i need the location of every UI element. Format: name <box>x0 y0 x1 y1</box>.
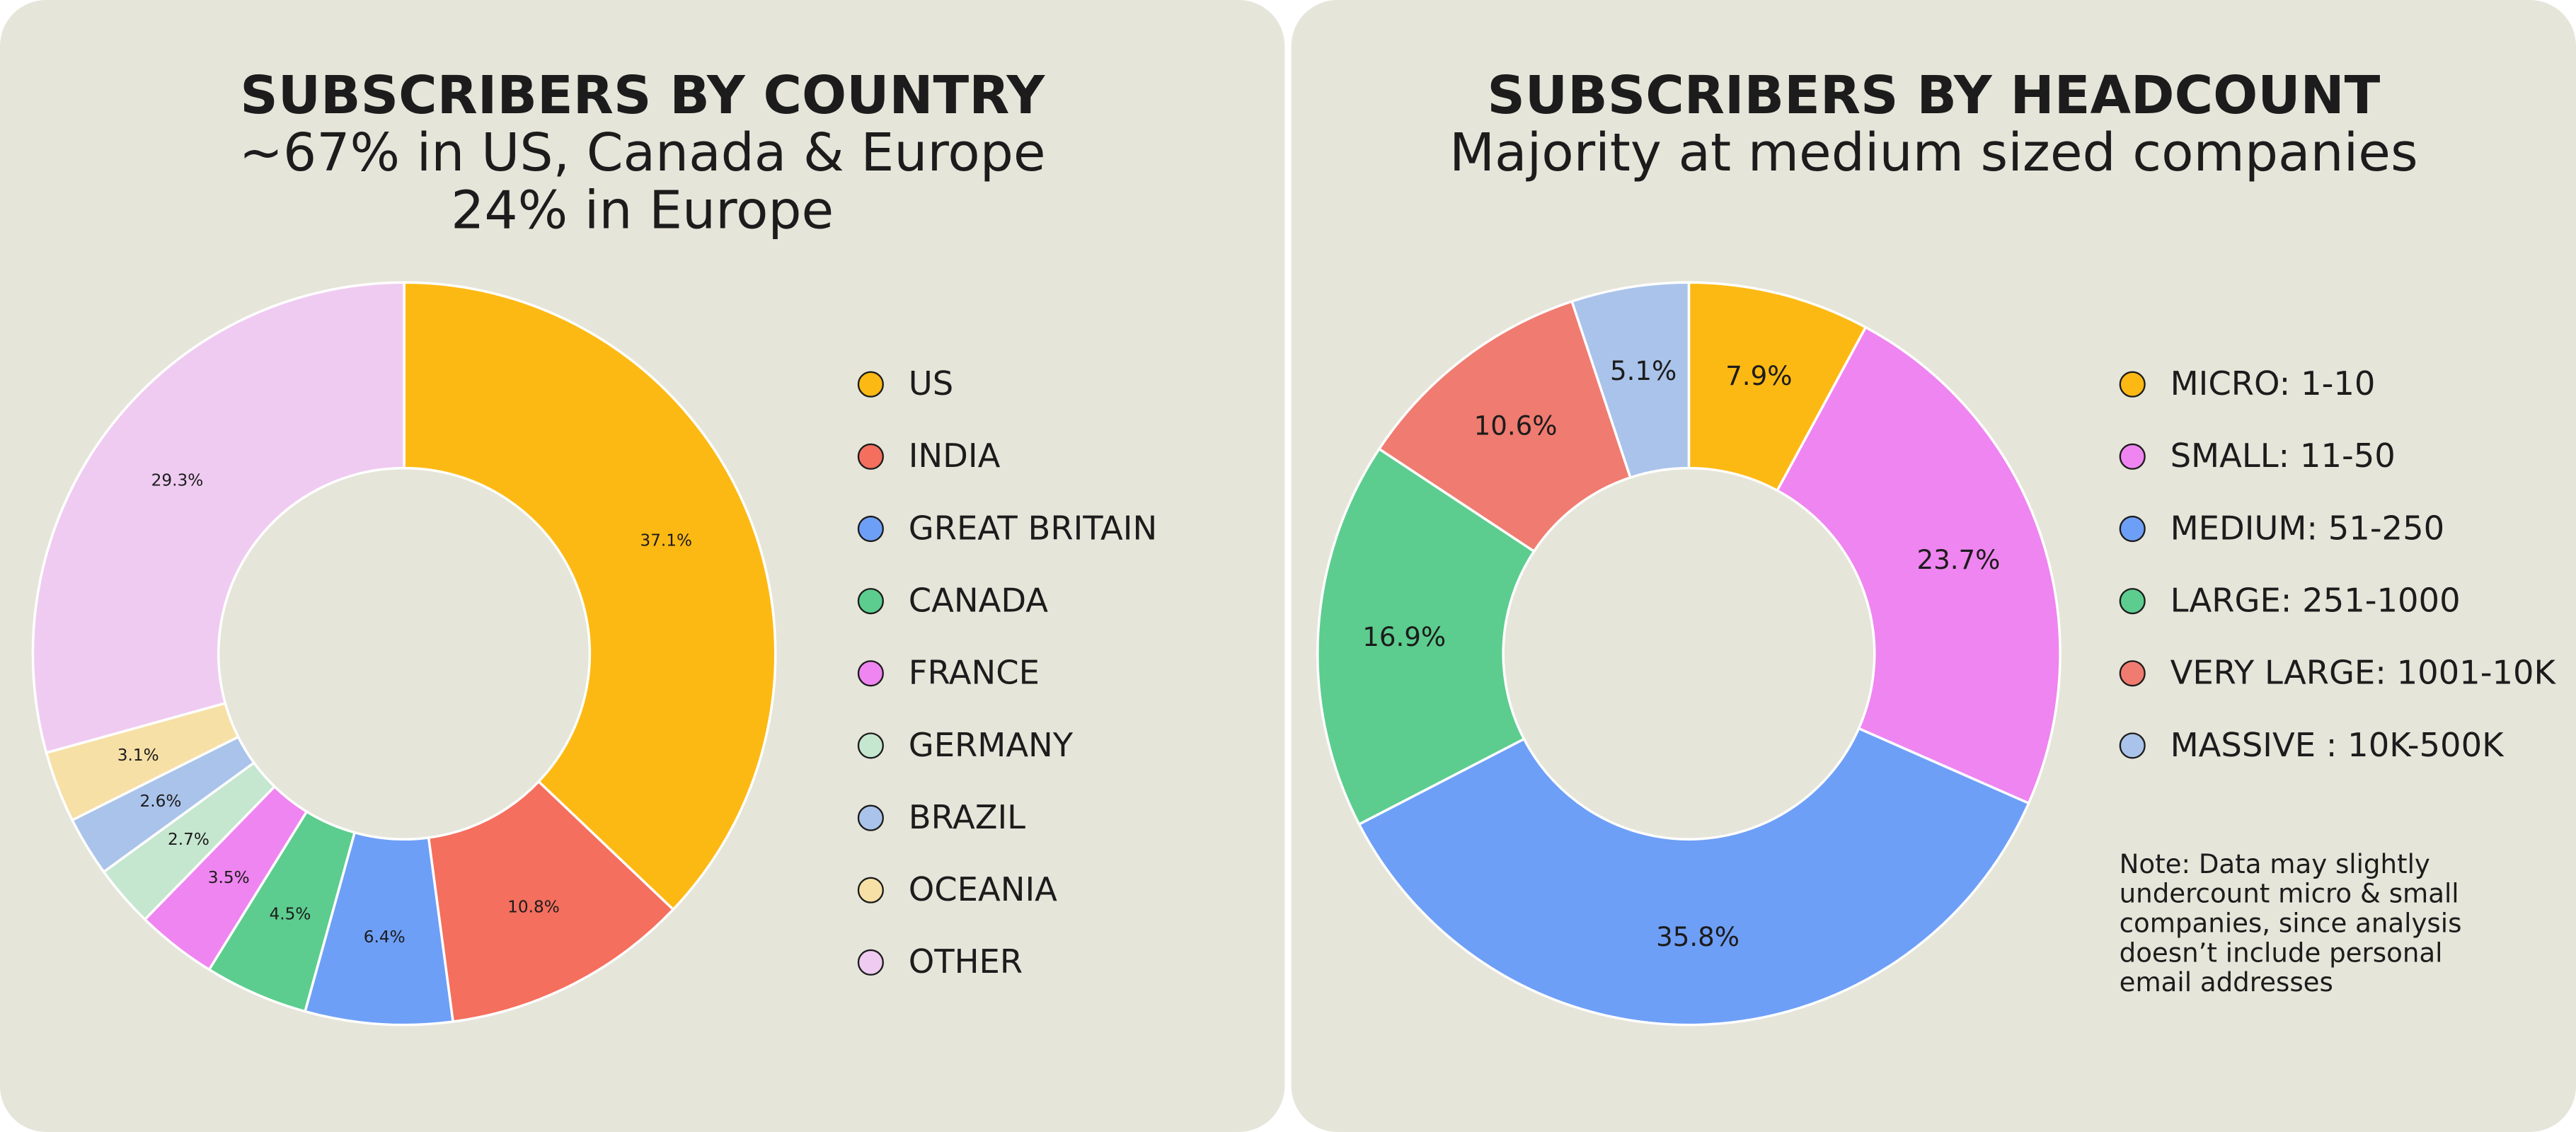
donut-segment <box>1570 281 1691 480</box>
legend-swatch <box>2119 515 2146 543</box>
legend-label: SMALL: 11-50 <box>2170 437 2396 475</box>
legend-swatch <box>2119 371 2146 398</box>
data-label: 16.9% <box>1362 622 1446 652</box>
data-label: 23.7% <box>1917 545 2001 575</box>
data-label: 6.4% <box>364 928 406 947</box>
data-label: 2.6% <box>140 792 182 811</box>
note: doesn’t include personal <box>2120 937 2443 968</box>
note: Note: Data may slightly <box>2120 849 2430 879</box>
note: email addresses <box>2120 967 2333 998</box>
donut-segment <box>1357 727 2030 1027</box>
donut-segment <box>1316 447 1536 826</box>
data-label: 3.5% <box>208 868 250 887</box>
data-label: 29.3% <box>151 471 204 490</box>
legend-label: GERMANY <box>909 726 1074 764</box>
data-label: 5.1% <box>1610 356 1677 386</box>
data-label: 37.1% <box>640 531 692 550</box>
legend-swatch <box>2119 443 2146 470</box>
legend-label: GREAT BRITAIN <box>909 509 1157 547</box>
legend-label: INDIA <box>909 437 1001 475</box>
data-label: 7.9% <box>1725 361 1792 391</box>
legend-label: MASSIVE : 10K-500K <box>2170 726 2505 764</box>
data-label: 10.6% <box>1474 411 1558 441</box>
legend-label: LARGE: 251-1000 <box>2170 581 2461 619</box>
note: companies, since analysis <box>2120 908 2462 938</box>
data-label: 4.5% <box>269 905 311 924</box>
legend-label: BRAZIL <box>909 798 1025 836</box>
legend-swatch <box>857 877 884 903</box>
legend-swatch <box>857 732 884 759</box>
donut-segment <box>1775 325 2062 805</box>
legend-label: MICRO: 1-10 <box>2170 364 2376 403</box>
chart-subtitle: 24% in Europe <box>451 179 834 241</box>
legend-label: US <box>909 364 953 403</box>
legend-swatch <box>857 949 884 976</box>
legend-label: MEDIUM: 51-250 <box>2170 509 2445 547</box>
legend-label: VERY LARGE: 1001-10K <box>2170 654 2557 692</box>
legend-swatch <box>857 588 884 615</box>
legend-swatch <box>857 371 884 398</box>
legend-swatch <box>2119 660 2146 687</box>
chart-subtitle: ~67% in US, Canada & Europe <box>239 122 1046 183</box>
donut-segment <box>403 281 777 911</box>
donut-segment <box>427 780 675 1023</box>
data-label: 2.7% <box>168 830 209 849</box>
legend-label: CANADA <box>909 581 1049 619</box>
donut-segment <box>31 281 406 755</box>
legend-swatch <box>857 660 884 687</box>
data-label: 35.8% <box>1656 922 1740 952</box>
legend-label: OTHER <box>909 942 1023 981</box>
legend-label: FRANCE <box>909 654 1040 692</box>
legend-swatch <box>2119 588 2146 615</box>
chart-title: SUBSCRIBERS BY HEADCOUNT <box>1487 64 2380 126</box>
data-label: 10.8% <box>507 897 560 916</box>
legend-swatch <box>857 515 884 543</box>
note: undercount micro & small <box>2120 879 2459 909</box>
legend-swatch <box>2119 732 2146 759</box>
donut-segment <box>1377 299 1633 553</box>
chart-title: SUBSCRIBERS BY COUNTRY <box>240 64 1045 126</box>
data-label: 3.1% <box>117 746 159 765</box>
legend-swatch <box>857 443 884 470</box>
chart-subtitle: Majority at medium sized companies <box>1449 122 2418 183</box>
legend-label: OCEANIA <box>909 870 1057 908</box>
legend-swatch <box>857 804 884 831</box>
